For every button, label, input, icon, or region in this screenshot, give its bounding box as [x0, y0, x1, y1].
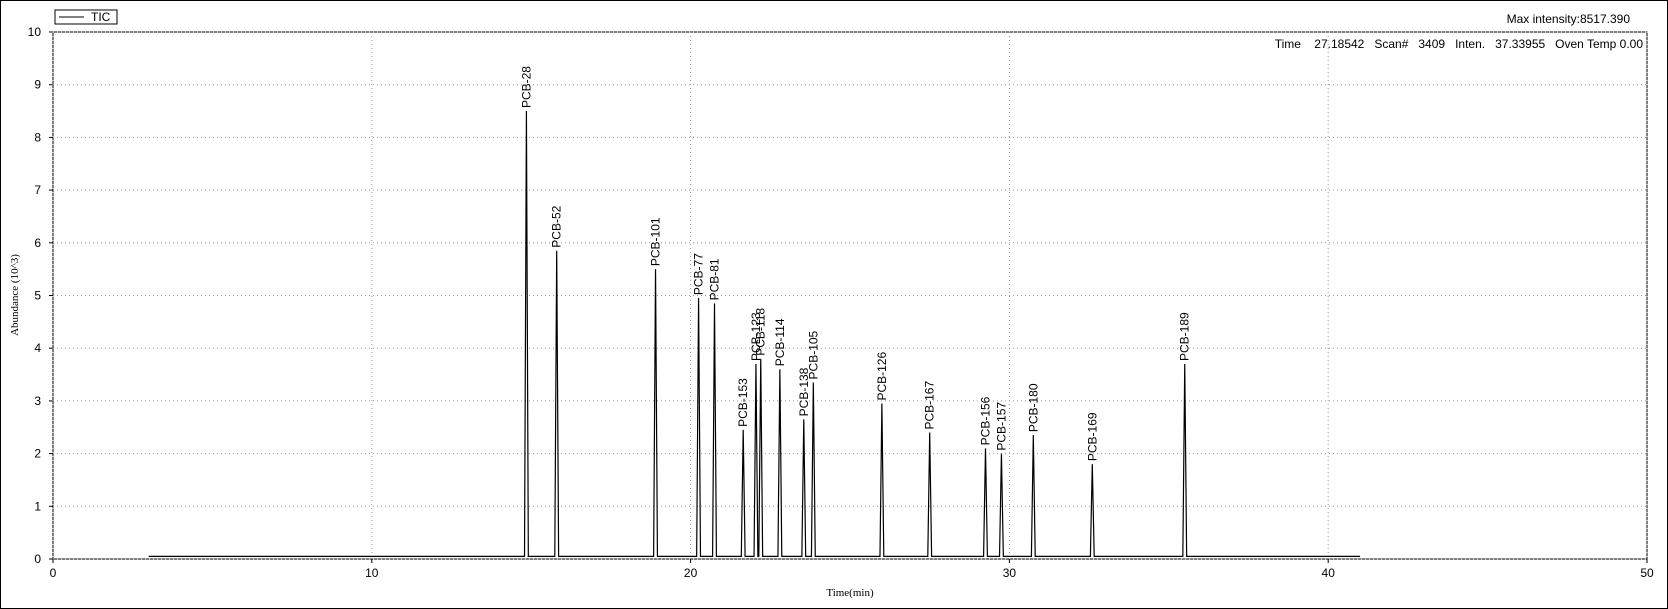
peak-label: PCB-81: [708, 258, 722, 300]
peak-label: PCB-28: [519, 66, 533, 108]
peak-label: PCB-167: [923, 381, 937, 430]
peak-label: PCB-180: [1026, 383, 1040, 432]
y-axis-label: Abundance (10^3): [9, 254, 21, 336]
max-intensity: Max intensity:8517.390: [1507, 12, 1631, 26]
legend: TIC: [54, 9, 118, 25]
peak-label: PCB-153: [736, 378, 750, 427]
x-tick-label: 20: [684, 566, 698, 580]
x-axis-label: Time(min): [826, 587, 874, 599]
x-tick-label: 50: [1640, 566, 1654, 580]
x-tick-label: 10: [365, 566, 379, 580]
peak-label: PCB-118: [754, 308, 768, 356]
peak-label: PCB-169: [1085, 412, 1099, 461]
y-tick-label: 6: [34, 236, 41, 250]
x-tick-label: 30: [1003, 566, 1017, 580]
peak-label: PCB-123: [749, 312, 763, 361]
peak-label: PCB-101: [649, 217, 663, 266]
y-tick-label: 0: [34, 552, 41, 566]
y-tick-label: 3: [34, 394, 41, 408]
y-tick-label: 10: [28, 25, 42, 39]
status-line: Time 27.18542 Scan# 3409 Inten. 37.33955…: [1275, 37, 1644, 51]
peak-label: PCB-77: [692, 253, 706, 295]
legend-label: TIC: [91, 10, 111, 24]
peak-label: PCB-157: [994, 402, 1008, 451]
y-tick-label: 2: [34, 447, 41, 461]
peak-label: PCB-189: [1178, 312, 1192, 361]
y-tick-label: 1: [34, 499, 41, 513]
y-tick-label: 9: [34, 78, 41, 92]
y-tick-label: 4: [34, 341, 41, 355]
x-tick-label: 0: [50, 566, 57, 580]
peak-label: PCB-138: [797, 367, 811, 416]
legend-box: [54, 9, 118, 25]
peak-label: PCB-52: [550, 205, 564, 247]
x-tick-label: 40: [1322, 566, 1336, 580]
y-tick-label: 8: [34, 130, 41, 144]
peak-label: PCB-105: [806, 330, 820, 379]
peak-label: PCB-126: [875, 352, 889, 401]
y-tick-label: 5: [34, 289, 41, 303]
y-tick-label: 7: [34, 183, 41, 197]
peak-label: PCB-114: [773, 318, 787, 366]
peak-label: PCB-156: [978, 396, 992, 445]
trace: [148, 111, 1361, 557]
